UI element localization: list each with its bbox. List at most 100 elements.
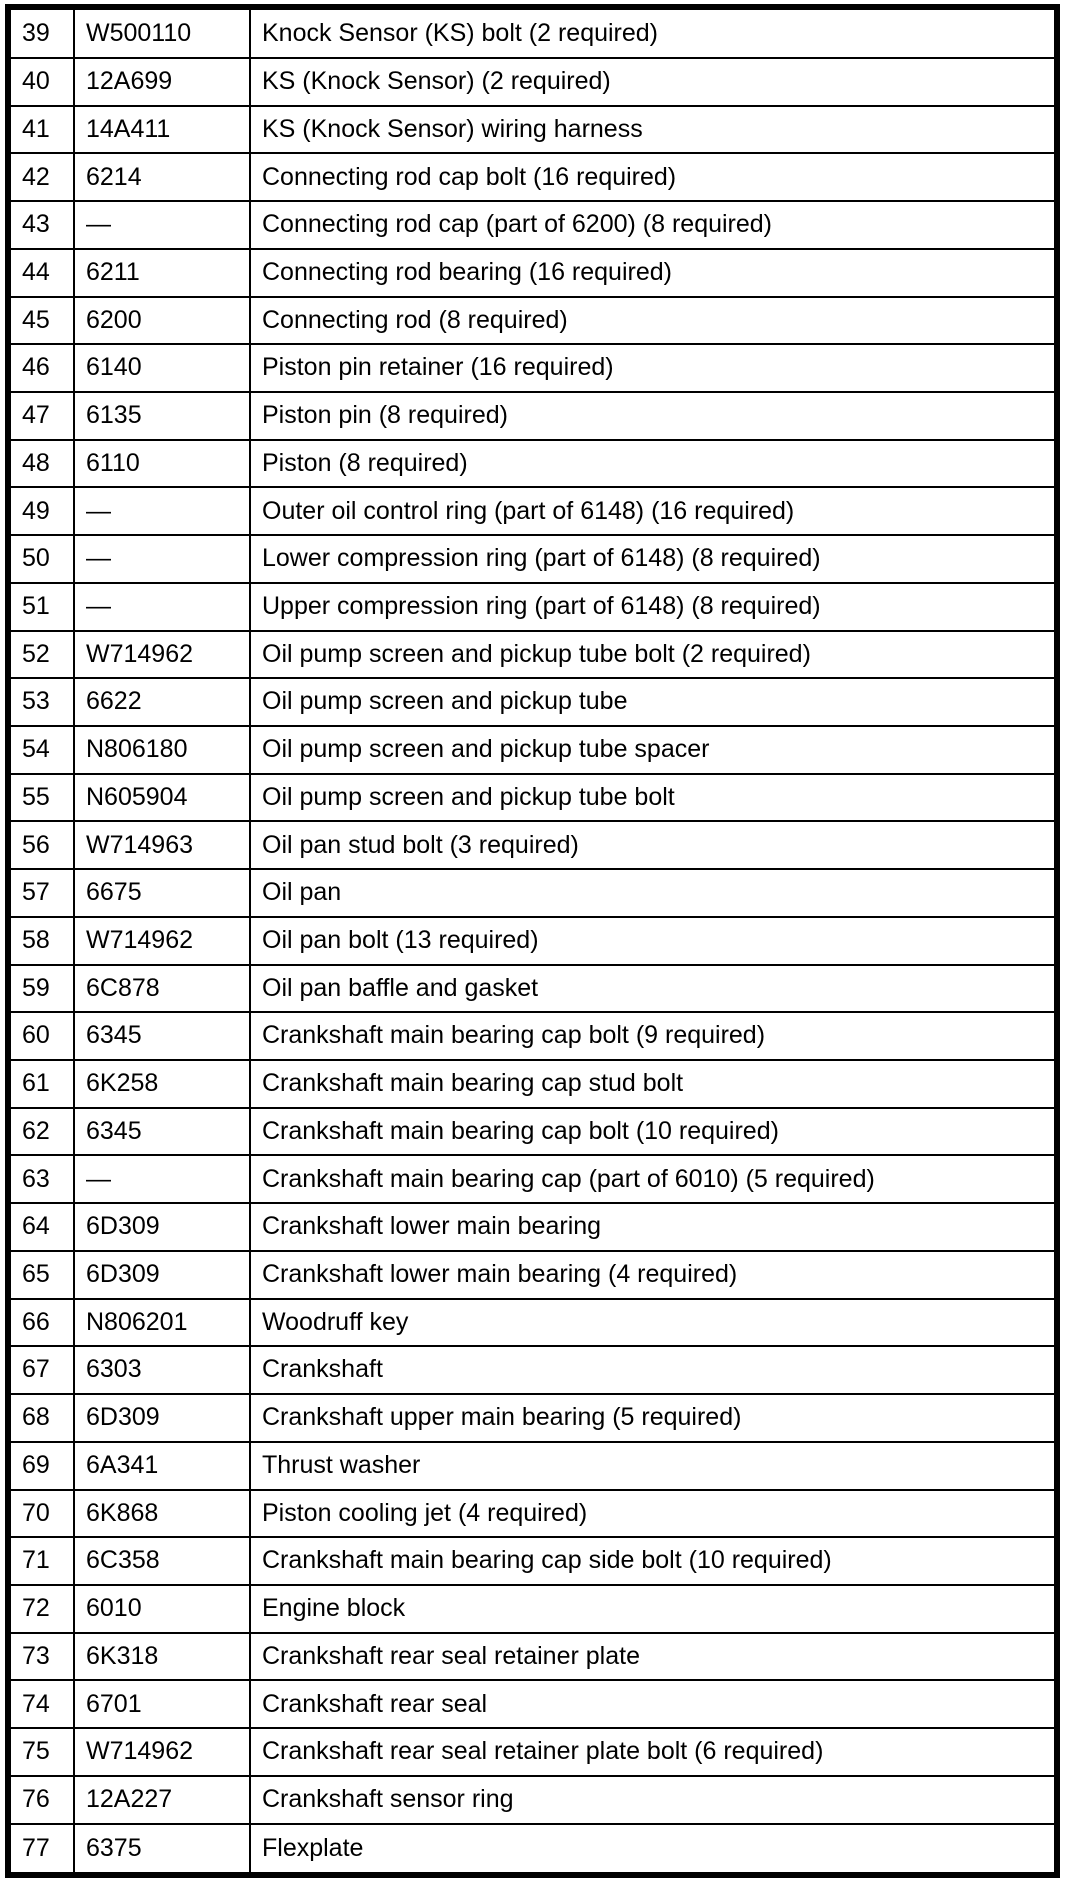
part-number-cell: 6675	[73, 868, 251, 918]
item-number-cell: 70	[7, 1488, 75, 1539]
table-row: 55 N605904 Oil pump screen and pickup tube…	[7, 772, 1058, 823]
item-number-cell: 54	[7, 725, 75, 775]
description-cell: Crankshaft rear seal retainer plate	[249, 1631, 1058, 1682]
part-number-cell: 6A341	[73, 1440, 251, 1491]
item-number-cell: 67	[7, 1345, 75, 1396]
table-row: 72 6010 Engine block	[7, 1583, 1058, 1634]
item-number-cell: 75	[7, 1727, 75, 1777]
item-number-cell: 63	[7, 1154, 75, 1205]
description-cell: Connecting rod bearing (16 required)	[249, 247, 1058, 298]
description-cell: Outer oil control ring (part of 6148) (1…	[249, 486, 1058, 537]
part-number-cell: 6345	[73, 1106, 251, 1157]
part-number-cell: N806201	[73, 1297, 251, 1348]
part-number-cell: W500110	[73, 6, 251, 59]
description-cell: Crankshaft rear seal	[249, 1679, 1058, 1730]
description-cell: Woodruff key	[249, 1297, 1058, 1348]
description-cell: Flexplate	[249, 1822, 1058, 1877]
table-row: 62 6345 Crankshaft main bearing cap bolt (…	[7, 1106, 1058, 1157]
description-cell: Crankshaft	[249, 1345, 1058, 1396]
item-number-cell: 48	[7, 438, 75, 489]
description-cell: Oil pump screen and pickup tube	[249, 677, 1058, 728]
item-number-cell: 74	[7, 1679, 75, 1730]
item-number-cell: 72	[7, 1583, 75, 1634]
part-number-cell: —	[73, 200, 251, 250]
table-row: 73 6K318 Crankshaft rear seal retainer pla…	[7, 1631, 1058, 1682]
part-number-cell: W714962	[73, 915, 251, 966]
table-row: 64 6D309 Crankshaft lower main bearing	[7, 1202, 1058, 1252]
part-number-cell: 12A227	[73, 1774, 251, 1825]
part-number-cell: W714962	[73, 1727, 251, 1777]
table-row: 39 W500110 Knock Sensor (KS) bolt (2 requi…	[7, 6, 1058, 59]
table-row: 68 6D309 Crankshaft upper main bearing (5 …	[7, 1393, 1058, 1443]
part-number-cell: 6K868	[73, 1488, 251, 1539]
description-cell: Piston pin (8 required)	[249, 390, 1058, 441]
part-number-cell: N605904	[73, 772, 251, 823]
table-row: 66 N806201 Woodruff key	[7, 1297, 1058, 1348]
table-row: 58 W714962 Oil pan bolt (13 required)	[7, 915, 1058, 966]
table-row: 44 6211 Connecting rod bearing (16 require…	[7, 247, 1058, 298]
part-number-cell: 6303	[73, 1345, 251, 1396]
part-number-cell: 6140	[73, 343, 251, 393]
item-number-cell: 60	[7, 1011, 75, 1062]
part-number-cell: 6D309	[73, 1202, 251, 1252]
item-number-cell: 76	[7, 1774, 75, 1825]
part-number-cell: 12A699	[73, 56, 251, 107]
item-number-cell: 41	[7, 104, 75, 155]
description-cell: Crankshaft sensor ring	[249, 1774, 1058, 1825]
description-cell: Crankshaft main bearing cap (part of 601…	[249, 1154, 1058, 1205]
item-number-cell: 42	[7, 152, 75, 203]
part-number-cell: 6701	[73, 1679, 251, 1730]
part-number-cell: 6K258	[73, 1059, 251, 1109]
description-cell: Thrust washer	[249, 1440, 1058, 1491]
description-cell: Connecting rod cap bolt (16 required)	[249, 152, 1058, 203]
part-number-cell: 6D309	[73, 1393, 251, 1443]
description-cell: Oil pan stud bolt (3 required)	[249, 820, 1058, 871]
description-cell: Crankshaft main bearing cap side bolt (1…	[249, 1536, 1058, 1586]
item-number-cell: 40	[7, 56, 75, 107]
part-number-cell: 6C878	[73, 963, 251, 1014]
item-number-cell: 58	[7, 915, 75, 966]
description-cell: Oil pan baffle and gasket	[249, 963, 1058, 1014]
description-cell: Oil pump screen and pickup tube spacer	[249, 725, 1058, 775]
part-number-cell: 6C358	[73, 1536, 251, 1586]
description-cell: Connecting rod (8 required)	[249, 295, 1058, 346]
item-number-cell: 51	[7, 581, 75, 632]
item-number-cell: 49	[7, 486, 75, 537]
description-cell: Connecting rod cap (part of 6200) (8 req…	[249, 200, 1058, 250]
item-number-cell: 56	[7, 820, 75, 871]
part-number-cell: W714962	[73, 629, 251, 680]
table-row: 54 N806180 Oil pump screen and pickup tube…	[7, 725, 1058, 775]
item-number-cell: 47	[7, 390, 75, 441]
part-number-cell: N806180	[73, 725, 251, 775]
table-row: 40 12A699 KS (Knock Sensor) (2 required)	[7, 56, 1058, 107]
item-number-cell: 66	[7, 1297, 75, 1348]
part-number-cell: 6622	[73, 677, 251, 728]
table-row: 75 W714962 Crankshaft rear seal retainer p…	[7, 1727, 1058, 1777]
item-number-cell: 43	[7, 200, 75, 250]
table-row: 63— Crankshaft main bearing cap (part of …	[7, 1154, 1058, 1205]
part-number-cell: 6010	[73, 1583, 251, 1634]
part-number-cell: 6D309	[73, 1249, 251, 1300]
item-number-cell: 68	[7, 1393, 75, 1443]
table-row: 60 6345 Crankshaft main bearing cap bolt (…	[7, 1011, 1058, 1062]
description-cell: KS (Knock Sensor) wiring harness	[249, 104, 1058, 155]
description-cell: Crankshaft upper main bearing (5 require…	[249, 1393, 1058, 1443]
item-number-cell: 65	[7, 1249, 75, 1300]
item-number-cell: 62	[7, 1106, 75, 1157]
table-row: 59 6C878 Oil pan baffle and gasket	[7, 963, 1058, 1014]
table-row: 42 6214 Connecting rod cap bolt (16 requir…	[7, 152, 1058, 203]
table-row: 69 6A341 Thrust washer	[7, 1440, 1058, 1491]
item-number-cell: 64	[7, 1202, 75, 1252]
description-cell: Crankshaft lower main bearing (4 require…	[249, 1249, 1058, 1300]
part-number-cell: 6345	[73, 1011, 251, 1062]
item-number-cell: 55	[7, 772, 75, 823]
item-number-cell: 46	[7, 343, 75, 393]
part-number-cell: 6110	[73, 438, 251, 489]
table-row: 48 6110 Piston (8 required)	[7, 438, 1058, 489]
table-row: 57 6675 Oil pan	[7, 868, 1058, 918]
description-cell: Upper compression ring (part of 6148) (8…	[249, 581, 1058, 632]
description-cell: Crankshaft main bearing cap bolt (9 requ…	[249, 1011, 1058, 1062]
item-number-cell: 50	[7, 534, 75, 584]
table-row: 50— Lower compression ring (part of 6148)…	[7, 534, 1058, 584]
